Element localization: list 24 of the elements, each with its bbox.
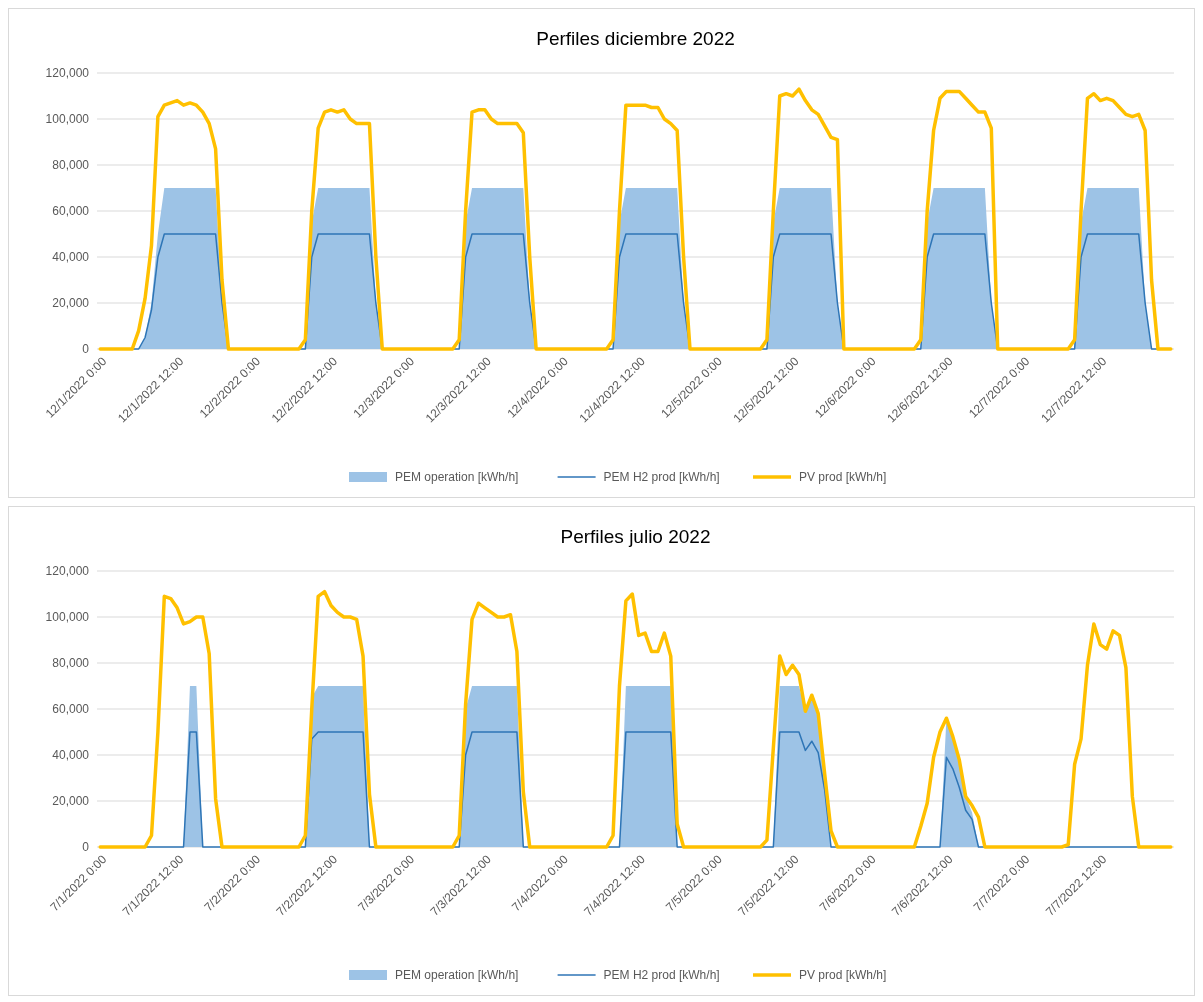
y-tick-label: 100,000 <box>45 610 90 625</box>
y-tick-label: 80,000 <box>52 158 90 173</box>
legend-label: PEM operation [kWh/h] <box>395 470 519 485</box>
legend-label: PEM H2 prod [kWh/h] <box>603 470 720 485</box>
legend-label: PEM operation [kWh/h] <box>395 968 519 983</box>
line-series <box>98 589 1173 849</box>
y-tick-label: 100,000 <box>45 112 90 127</box>
y-tick-label: 120,000 <box>45 564 90 579</box>
legend-label: PEM H2 prod [kWh/h] <box>603 968 720 983</box>
y-tick-label: 0 <box>82 840 90 855</box>
y-tick-label: 80,000 <box>52 656 90 671</box>
y-tick-label: 60,000 <box>52 702 90 717</box>
line-series <box>98 87 1173 351</box>
chart-title: Perfiles julio 2022 <box>560 526 711 547</box>
legend-label: PV prod [kWh/h] <box>799 968 887 983</box>
legend-label: PV prod [kWh/h] <box>799 470 887 485</box>
y-tick-label: 60,000 <box>52 204 90 219</box>
y-tick-label: 20,000 <box>52 794 90 809</box>
chart-title: Perfiles diciembre 2022 <box>536 28 735 49</box>
y-tick-label: 20,000 <box>52 296 90 311</box>
y-tick-label: 40,000 <box>52 250 90 265</box>
y-tick-label: 40,000 <box>52 748 90 763</box>
y-tick-label: 120,000 <box>45 66 90 81</box>
y-tick-label: 0 <box>82 342 90 357</box>
